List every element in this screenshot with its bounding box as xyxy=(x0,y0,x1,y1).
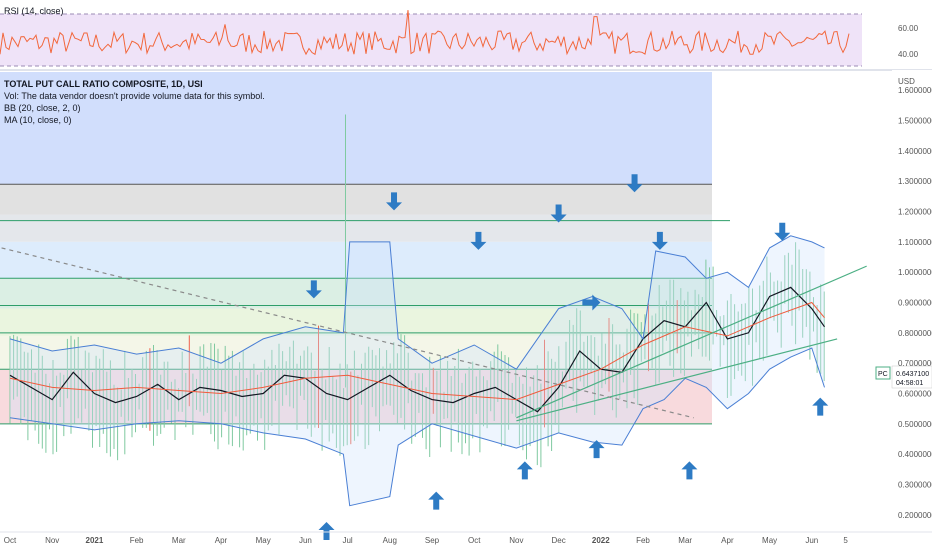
arrow-down-icon xyxy=(305,280,322,299)
time-tick-label: May xyxy=(762,536,777,545)
price-axis-bg xyxy=(892,70,932,532)
time-tick-label: Nov xyxy=(45,536,59,545)
last-value-label: 0.6437100 xyxy=(896,371,929,378)
arrow-down-icon xyxy=(470,231,487,250)
bollinger-fill xyxy=(10,235,825,506)
time-tick-label: Feb xyxy=(130,536,144,545)
fib-zone xyxy=(0,308,712,336)
ma-line xyxy=(9,286,825,413)
time-tick-label: Jul xyxy=(342,536,352,545)
time-tick-label: Oct xyxy=(4,536,17,545)
legend-ma[interactable]: MA (10, close, 0) xyxy=(4,115,72,125)
symbol-badge-label: PC xyxy=(878,371,888,378)
arrow-up-icon xyxy=(516,461,533,480)
arrow-right-icon xyxy=(582,294,601,311)
time-tick-label: May xyxy=(256,536,271,545)
fib-zones xyxy=(0,72,712,424)
rsi-tick-label: 60.00 xyxy=(898,24,919,33)
time-tick-label: Jun xyxy=(805,536,818,545)
fib-zone xyxy=(0,369,712,424)
time-tick-label: Dec xyxy=(551,536,565,545)
rsi-label: RSI (14, close) xyxy=(4,6,64,16)
countdown-label: 04:58:01 xyxy=(896,380,923,387)
legend-title[interactable]: TOTAL PUT CALL RATIO COMPOSITE, 1D, USI xyxy=(4,79,203,89)
time-tick-label: Oct xyxy=(468,536,481,545)
arrow-up-icon xyxy=(428,491,445,510)
arrow-down-icon xyxy=(774,222,791,241)
symbol-badge xyxy=(875,366,891,380)
price-tick-label: 1.1000000 xyxy=(898,238,932,247)
fib-zone xyxy=(0,335,712,370)
time-tick-label: Nov xyxy=(509,536,523,545)
time-tick-label: Jun xyxy=(299,536,312,545)
time-tick-label: Feb xyxy=(636,536,650,545)
arrow-down-icon xyxy=(651,231,668,250)
time-tick-label: 5 xyxy=(843,536,848,545)
legend-vol-note: Vol: The data vendor doesn't provide vol… xyxy=(4,91,265,101)
price-tick-label: 1.2000000 xyxy=(898,208,932,217)
time-tick-label: Sep xyxy=(425,536,440,545)
last-value-badge xyxy=(891,365,932,389)
time-tick-label: Mar xyxy=(172,536,186,545)
legend: TOTAL PUT CALL RATIO COMPOSITE, 1D, USI … xyxy=(4,79,265,125)
bollinger-band-fill xyxy=(10,235,825,506)
time-tick-label: Mar xyxy=(678,536,692,545)
time-tick-label: 2021 xyxy=(86,536,104,545)
rsi-line xyxy=(0,10,850,56)
legend-bb[interactable]: BB (20, close, 2, 0) xyxy=(4,103,81,113)
fib-zone xyxy=(0,214,712,242)
arrow-up-icon xyxy=(681,461,698,480)
arrow-up-icon xyxy=(318,522,335,540)
rsi-tick-label: 40.00 xyxy=(898,50,919,59)
annotation-arrows xyxy=(305,174,829,540)
arrow-up-icon xyxy=(588,440,605,459)
arrow-down-icon xyxy=(550,204,567,223)
trendline xyxy=(516,265,867,419)
price-axis-unit: USD xyxy=(898,77,915,86)
fib-zone xyxy=(0,241,712,279)
bb-upper-line xyxy=(9,235,825,370)
time-axis[interactable]: Oct Nov 2021 Feb Mar Apr May Jun Jul Aug Sep Oct Nov… xyxy=(4,536,849,545)
time-tick-label: Aug xyxy=(383,536,397,545)
trendline xyxy=(516,338,838,422)
put-call-bars xyxy=(9,114,825,468)
price-tick-label: 0.2000000 xyxy=(898,511,932,520)
fib-zone xyxy=(0,72,712,185)
trendlines xyxy=(1,247,867,422)
rsi-panel: RSI (14, close) 60.00 40.00 xyxy=(0,6,919,67)
time-tick-label: Apr xyxy=(215,536,228,545)
arrow-up-icon xyxy=(812,397,829,416)
arrow-down-icon xyxy=(626,174,643,193)
bb-lower-line xyxy=(9,347,825,507)
arrow-down-icon xyxy=(386,192,403,211)
trendline xyxy=(1,247,694,419)
time-tick-label: Apr xyxy=(721,536,734,545)
fib-zone xyxy=(0,184,712,215)
time-tick-label: 2022 xyxy=(592,536,610,545)
